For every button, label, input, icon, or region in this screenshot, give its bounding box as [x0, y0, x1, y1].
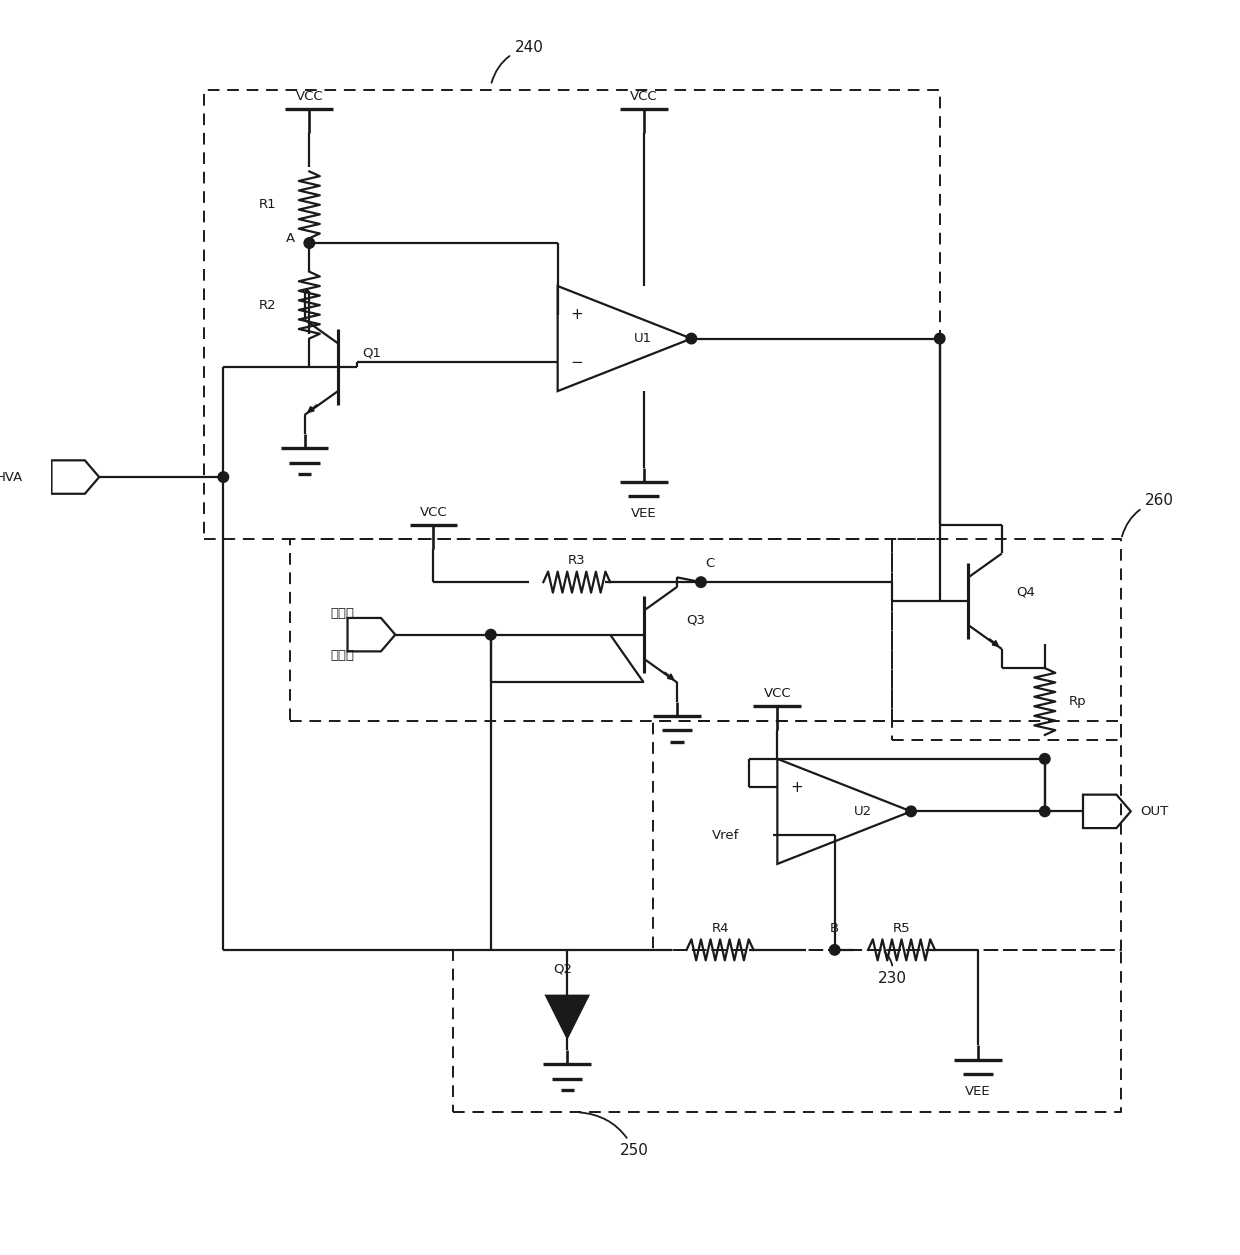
Text: +: +: [790, 781, 802, 794]
Text: 波信号: 波信号: [331, 649, 355, 663]
Text: VCC: VCC: [764, 688, 791, 700]
Text: HVA: HVA: [0, 471, 22, 483]
Text: +: +: [570, 307, 583, 323]
Circle shape: [935, 334, 945, 344]
Circle shape: [1039, 753, 1050, 764]
Text: 250: 250: [579, 1112, 649, 1158]
Text: R3: R3: [568, 553, 585, 567]
Text: VCC: VCC: [419, 506, 448, 518]
Circle shape: [686, 334, 697, 344]
Text: 基准方: 基准方: [331, 607, 355, 620]
Circle shape: [1039, 806, 1050, 817]
Text: R4: R4: [712, 922, 729, 935]
Text: VCC: VCC: [630, 90, 657, 103]
Text: −: −: [790, 828, 802, 843]
Circle shape: [830, 945, 839, 955]
Text: A: A: [286, 232, 295, 245]
Text: VEE: VEE: [631, 507, 656, 520]
Text: 230: 230: [878, 951, 906, 986]
Circle shape: [486, 630, 496, 640]
Text: U2: U2: [854, 804, 872, 818]
Text: R5: R5: [893, 922, 910, 935]
Text: −: −: [570, 355, 583, 370]
Circle shape: [218, 472, 228, 482]
Text: Rp: Rp: [1069, 695, 1086, 708]
Text: Vref: Vref: [712, 828, 739, 842]
Text: R1: R1: [258, 198, 275, 211]
Text: U1: U1: [634, 333, 652, 345]
Text: Q3: Q3: [687, 614, 706, 626]
Text: C: C: [706, 556, 715, 570]
Circle shape: [304, 237, 315, 248]
Text: Q2: Q2: [553, 963, 572, 975]
Text: R2: R2: [258, 299, 275, 311]
Polygon shape: [546, 995, 588, 1038]
Circle shape: [906, 806, 916, 817]
Circle shape: [696, 577, 707, 587]
Text: OUT: OUT: [1141, 804, 1168, 818]
Text: 240: 240: [491, 40, 543, 83]
Text: B: B: [830, 922, 839, 935]
Text: Q1: Q1: [362, 346, 381, 359]
Text: Q4: Q4: [1016, 585, 1035, 599]
Text: VCC: VCC: [295, 90, 324, 103]
Text: 260: 260: [1122, 493, 1174, 536]
Text: VEE: VEE: [965, 1084, 991, 1098]
